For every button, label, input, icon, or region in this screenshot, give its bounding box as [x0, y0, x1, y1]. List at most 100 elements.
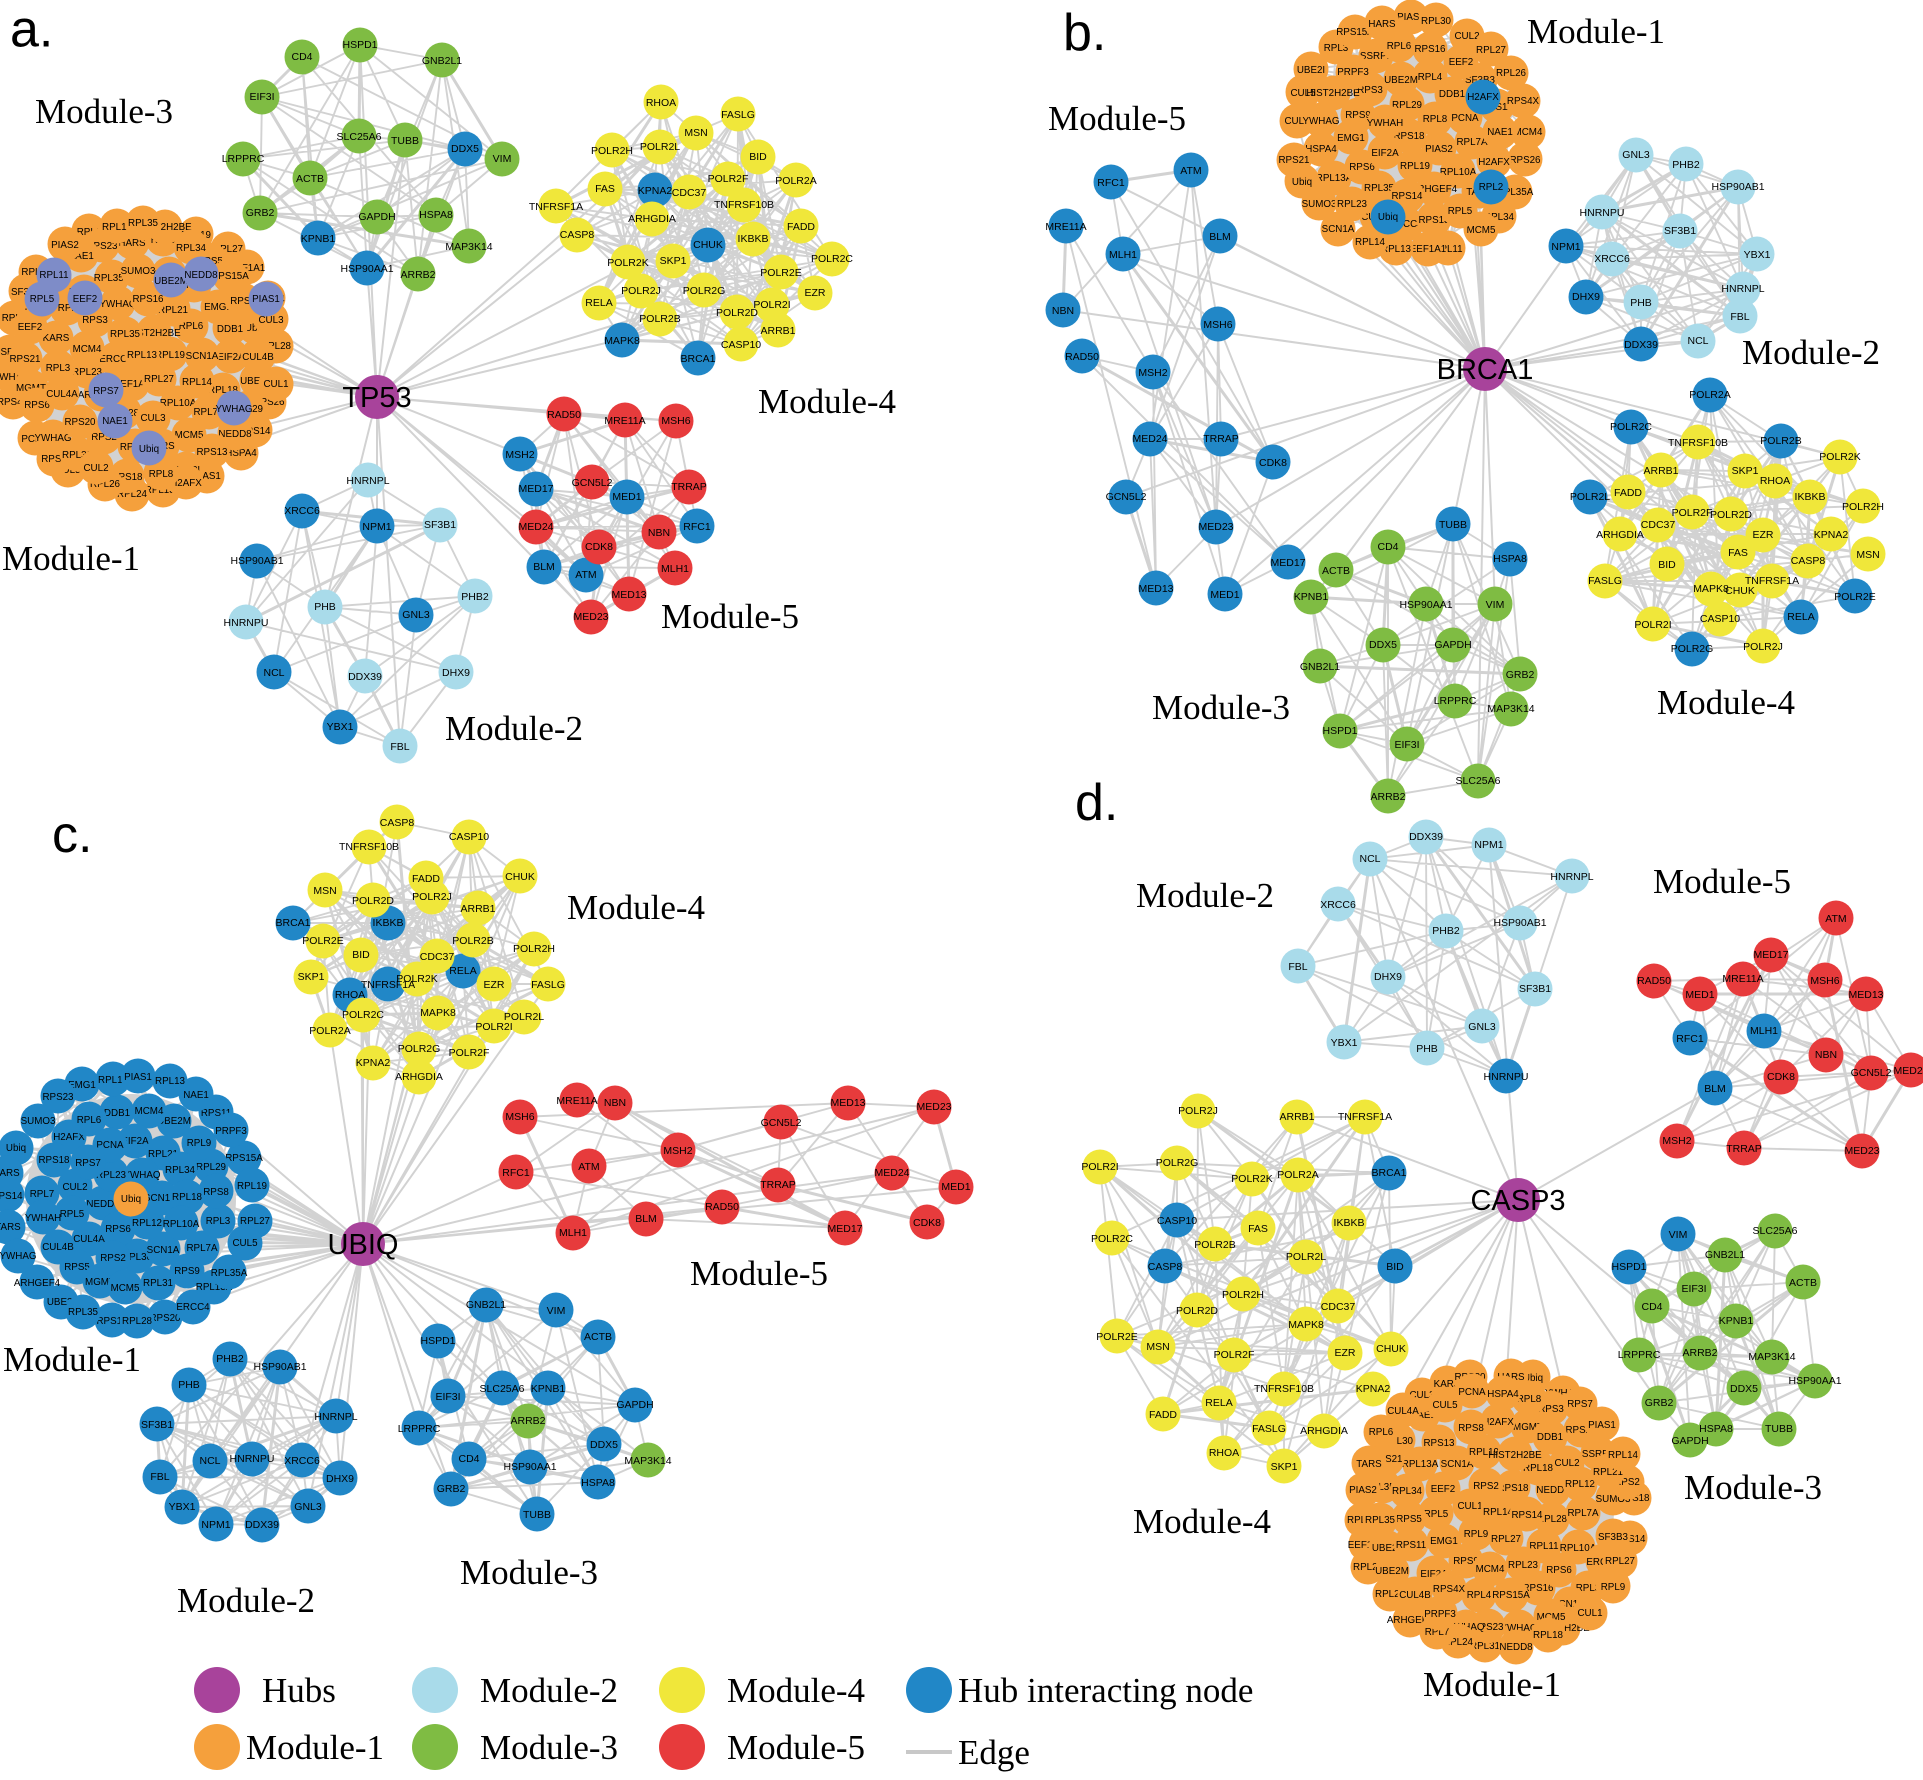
svg-text:Hub interacting node: Hub interacting node [958, 1671, 1253, 1710]
svg-text:CASP8: CASP8 [1791, 555, 1826, 567]
svg-text:POLR2G: POLR2G [1156, 1157, 1199, 1169]
svg-text:RPL14: RPL14 [1355, 237, 1386, 248]
svg-text:DDX39: DDX39 [348, 671, 382, 683]
svg-text:CASP8: CASP8 [380, 817, 415, 829]
svg-text:RPL2: RPL2 [1479, 182, 1504, 193]
svg-text:EIF3I: EIF3I [249, 91, 274, 103]
svg-text:DDB1: DDB1 [1537, 1432, 1563, 1443]
svg-text:POLR2F: POLR2F [1672, 507, 1713, 519]
svg-text:ARRB2: ARRB2 [1682, 1347, 1717, 1359]
svg-text:RPL34: RPL34 [1392, 1486, 1423, 1497]
svg-text:LRPPRC: LRPPRC [398, 1423, 441, 1435]
svg-text:Module-5: Module-5 [1653, 862, 1791, 901]
svg-text:BID: BID [352, 949, 370, 961]
svg-text:SKP1: SKP1 [1271, 1461, 1298, 1473]
svg-text:RELA: RELA [585, 297, 612, 309]
svg-text:MSN: MSN [313, 885, 336, 897]
svg-text:TUBB: TUBB [391, 135, 419, 147]
svg-text:PIAS1: PIAS1 [124, 1072, 152, 1083]
svg-text:SF3B1: SF3B1 [1519, 983, 1551, 995]
svg-text:CASP8: CASP8 [1148, 1261, 1183, 1273]
svg-text:SF3B1: SF3B1 [424, 519, 456, 531]
svg-text:HNRNPL: HNRNPL [314, 1411, 357, 1423]
svg-text:CHUK: CHUK [693, 239, 723, 251]
svg-text:ARHGEF4: ARHGEF4 [14, 1278, 61, 1289]
svg-text:HNRNPL: HNRNPL [1721, 283, 1764, 295]
svg-text:CUL4B: CUL4B [242, 352, 274, 363]
svg-text:BLM: BLM [635, 1213, 657, 1225]
svg-text:MED13: MED13 [830, 1097, 865, 1109]
svg-text:RPL12: RPL12 [1565, 1479, 1595, 1490]
svg-text:XRCC6: XRCC6 [1594, 253, 1630, 265]
svg-text:ARHGDIA: ARHGDIA [395, 1071, 443, 1083]
svg-text:RPL31: RPL31 [143, 1278, 173, 1289]
svg-text:RHOA: RHOA [1209, 1447, 1239, 1459]
svg-text:FADD: FADD [412, 873, 440, 885]
svg-text:FBL: FBL [150, 1471, 169, 1483]
svg-text:HSP90AA1: HSP90AA1 [340, 263, 393, 275]
svg-text:CDC37: CDC37 [672, 187, 707, 199]
svg-text:MED17: MED17 [1270, 557, 1305, 569]
svg-text:MED17: MED17 [827, 1223, 862, 1235]
svg-text:FADD: FADD [787, 221, 815, 233]
svg-text:TUBB: TUBB [1439, 519, 1467, 531]
svg-text:Module-4: Module-4 [758, 382, 896, 421]
svg-text:Module-3: Module-3 [460, 1553, 598, 1592]
svg-text:DDX5: DDX5 [451, 143, 479, 155]
svg-text:IKBKB: IKBKB [738, 233, 769, 245]
svg-text:BID: BID [749, 151, 767, 163]
svg-text:MRE11A: MRE11A [1722, 973, 1763, 985]
svg-text:MSH6: MSH6 [505, 1111, 534, 1123]
svg-text:RPL5: RPL5 [60, 1209, 85, 1220]
svg-text:RFC1: RFC1 [1676, 1033, 1704, 1045]
svg-text:GNB2L1: GNB2L1 [466, 1299, 506, 1311]
svg-text:RPL4: RPL4 [1467, 1590, 1492, 1601]
svg-text:Module-4: Module-4 [1133, 1502, 1271, 1541]
svg-text:HIST2H2BE: HIST2H2BE [1306, 88, 1360, 99]
svg-text:PIAS1: PIAS1 [252, 294, 280, 305]
svg-text:MED24: MED24 [874, 1167, 909, 1179]
svg-text:CDK8: CDK8 [1259, 457, 1287, 469]
svg-text:EEF2: EEF2 [1449, 57, 1474, 68]
svg-text:RPL19: RPL19 [155, 350, 185, 361]
svg-text:KARS: KARS [43, 333, 70, 344]
svg-text:SF3B1: SF3B1 [141, 1419, 173, 1431]
svg-text:RPS2: RPS2 [100, 1253, 126, 1264]
svg-text:NCL: NCL [199, 1455, 220, 1467]
svg-text:Module-2: Module-2 [177, 1581, 315, 1620]
svg-text:CHUK: CHUK [505, 871, 535, 883]
svg-text:YBX1: YBX1 [1744, 249, 1771, 261]
svg-text:MED23: MED23 [916, 1101, 951, 1113]
svg-text:MED1: MED1 [612, 491, 641, 503]
svg-text:GNL3: GNL3 [1622, 149, 1650, 161]
svg-text:POLR2D: POLR2D [1176, 1305, 1218, 1317]
svg-text:CUL5: CUL5 [232, 1238, 258, 1249]
svg-text:HNRNPL: HNRNPL [346, 475, 389, 487]
svg-text:Module-3: Module-3 [1684, 1468, 1822, 1507]
svg-text:POLR2B: POLR2B [1194, 1239, 1235, 1251]
svg-text:YWHAQ: YWHAQ [123, 1170, 160, 1181]
svg-text:BRCA1: BRCA1 [1371, 1167, 1406, 1179]
svg-text:YWHAH: YWHAH [1367, 118, 1403, 129]
svg-text:RPL9: RPL9 [187, 1138, 212, 1149]
svg-text:DDX39: DDX39 [1624, 339, 1658, 351]
svg-text:RPS15A: RPS15A [1492, 1590, 1530, 1601]
svg-text:SF3B3: SF3B3 [1598, 1532, 1629, 1543]
svg-text:RPS21: RPS21 [9, 354, 40, 365]
svg-text:RPL27: RPL27 [240, 1216, 270, 1227]
svg-text:TRRAP: TRRAP [671, 481, 707, 493]
svg-text:BID: BID [1386, 1261, 1404, 1273]
svg-text:POLR2K: POLR2K [1819, 451, 1860, 463]
svg-text:RPL6: RPL6 [77, 1115, 102, 1126]
svg-text:MSN: MSN [1146, 1341, 1169, 1353]
svg-text:MED24: MED24 [1893, 1065, 1923, 1077]
svg-text:DDB1: DDB1 [1439, 89, 1465, 100]
svg-text:CDC37: CDC37 [420, 951, 455, 963]
svg-text:MED13: MED13 [611, 589, 646, 601]
svg-text:MSN: MSN [1856, 549, 1879, 561]
svg-text:RPL6: RPL6 [1369, 1427, 1394, 1438]
svg-text:DDX39: DDX39 [1409, 831, 1443, 843]
svg-text:Module-1: Module-1 [2, 539, 140, 578]
svg-text:YBX1: YBX1 [327, 721, 354, 733]
svg-text:MLH1: MLH1 [1109, 249, 1137, 261]
